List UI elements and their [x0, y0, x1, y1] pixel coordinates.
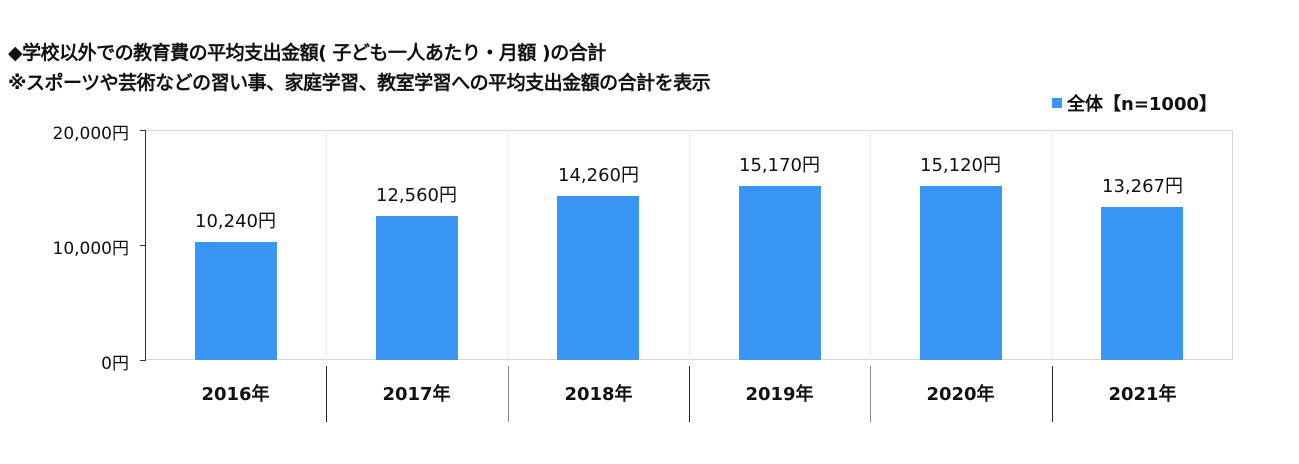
- bar-value-label: 15,170円: [739, 155, 820, 176]
- category-separator: [508, 366, 509, 422]
- category-separator: [1052, 366, 1053, 422]
- chart-title: ◆学校以外での教育費の平均支出金額( 子ども一人あたり・月額 )の合計: [8, 42, 606, 64]
- grid-line: [508, 130, 509, 360]
- bar-2016年: [195, 242, 277, 360]
- y-tick: [140, 360, 146, 361]
- x-category-label: 2016年: [201, 384, 270, 405]
- bar-value-label: 10,240円: [195, 211, 276, 232]
- grid-line: [326, 130, 327, 360]
- bar-2020年: [920, 186, 1002, 360]
- y-tick-label-0: 0円: [101, 354, 129, 374]
- legend-label: 全体【n=1000】: [1067, 94, 1217, 115]
- y-tick-label-20000: 20,000円: [52, 124, 129, 144]
- legend: 全体【n=1000】: [1052, 90, 1217, 116]
- bar-value-label: 12,560円: [376, 185, 457, 206]
- x-category-label: 2017年: [382, 384, 451, 405]
- bar-2018年: [557, 196, 639, 360]
- bar-value-label: 14,260円: [558, 165, 639, 186]
- chart-subtitle: ※スポーツや芸術などの習い事、家庭学習、教室学習への平均支出金額の合計を表示: [8, 72, 711, 94]
- y-tick: [140, 245, 146, 246]
- legend-swatch-icon: [1052, 98, 1062, 108]
- y-tick-label-10000: 10,000円: [52, 239, 129, 259]
- grid-line: [689, 130, 690, 360]
- category-separator: [326, 366, 327, 422]
- bar-2019年: [739, 186, 821, 360]
- bar-value-label: 15,120円: [920, 155, 1001, 176]
- category-separator: [689, 366, 690, 422]
- x-category-label: 2021年: [1108, 384, 1177, 405]
- grid-line: [870, 130, 871, 360]
- bar-value-label: 13,267円: [1102, 176, 1183, 197]
- y-tick: [140, 130, 146, 131]
- grid-line: [1052, 130, 1053, 360]
- bar-2021年: [1101, 207, 1183, 360]
- x-category-label: 2020年: [926, 384, 995, 405]
- x-category-label: 2018年: [564, 384, 633, 405]
- x-category-label: 2019年: [745, 384, 814, 405]
- bar-2017年: [376, 216, 458, 360]
- category-separator: [870, 366, 871, 422]
